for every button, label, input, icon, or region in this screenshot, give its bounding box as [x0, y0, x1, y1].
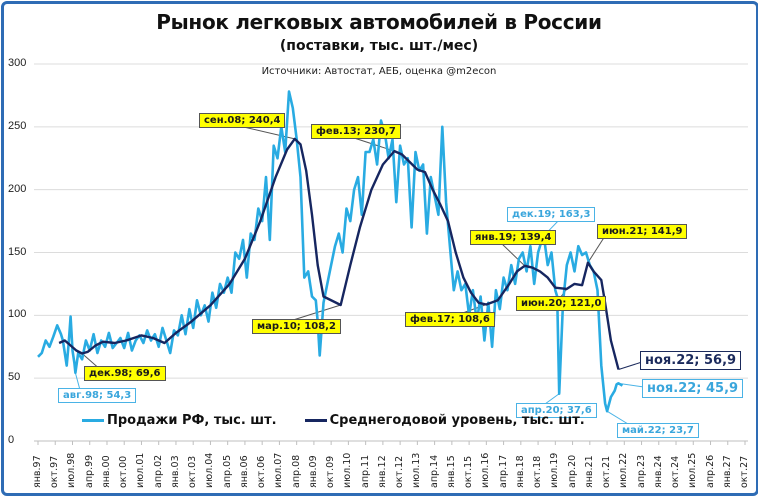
callout-nov22-average: ноя.22; 56,9 — [640, 351, 742, 370]
y-tick-label: 100 — [8, 308, 27, 321]
callout-aug98: авг.98; 54,3 — [58, 388, 137, 403]
chart-subtitle: (поставки, тыс. шт./мес) — [279, 38, 479, 54]
callout-nov22-sales: ноя.22; 45,9 — [642, 379, 744, 398]
average-swatch-icon — [304, 419, 327, 422]
y-tick-label: 200 — [8, 182, 27, 195]
y-tick-label: 50 — [8, 371, 21, 384]
chart-title: Рынок легковых автомобилей в России — [156, 10, 602, 34]
callout-feb17: фев.17; 108,6 — [405, 312, 495, 327]
y-tick-label: 150 — [8, 245, 27, 258]
callout-jun20: июн.20; 121,0 — [516, 296, 607, 311]
callout-feb13: фев.13; 230,7 — [311, 124, 401, 139]
average-series-line — [58, 137, 620, 370]
callout-mar10: мар.10; 108,2 — [252, 319, 341, 334]
legend-item-sales: Продажи РФ, тыс. шт. — [82, 413, 277, 428]
y-tick-label: 300 — [8, 57, 27, 69]
sales-series-line — [37, 90, 624, 413]
y-tick-label: 250 — [8, 119, 27, 132]
callout-jan19: янв.19; 139,4 — [470, 230, 557, 245]
legend: Продажи РФ, тыс. шт. Среднегодовой урове… — [82, 413, 585, 428]
legend-item-average: Среднегодовой уровень, тыс. шт. — [304, 413, 585, 428]
callout-may22: май.22; 23,7 — [617, 423, 699, 438]
legend-sales-label: Продажи РФ, тыс. шт. — [107, 413, 277, 428]
callout-jun21: июн.21; 141,9 — [597, 224, 688, 239]
callout-dec19: дек.19; 163,3 — [507, 207, 596, 222]
legend-average-label: Среднегодовой уровень, тыс. шт. — [329, 413, 585, 428]
callout-dec98: дек.98; 69,6 — [84, 366, 166, 381]
y-tick-label: 0 — [8, 434, 15, 446]
chart-source: Источники: Автостат, АЕБ, оценка @m2econ — [261, 66, 497, 77]
callout-sep08: сен.08; 240,4 — [199, 113, 286, 128]
callout-apr20: апр.20; 37,6 — [516, 403, 597, 418]
gridlines — [34, 63, 748, 445]
sales-swatch-icon — [82, 419, 104, 422]
